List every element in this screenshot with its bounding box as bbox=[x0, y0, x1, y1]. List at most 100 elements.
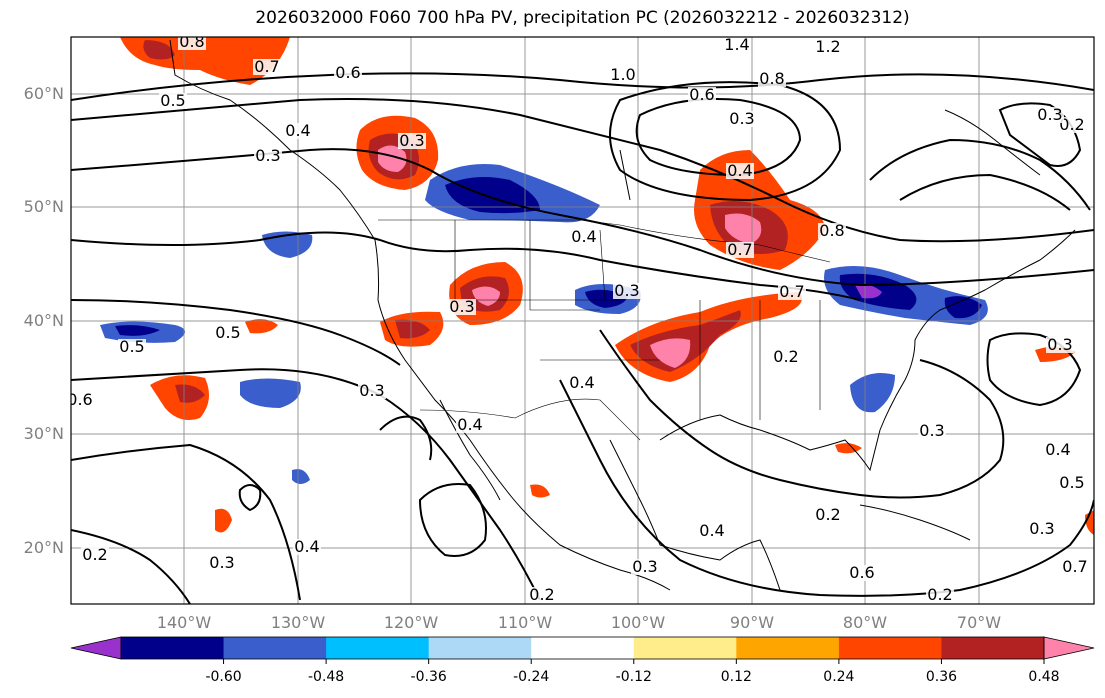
colorbar-extend-min bbox=[70, 636, 122, 660]
longitude-ticks: 140°W 130°W 120°W 110°W 100°W 90°W 80°W 70°W bbox=[157, 613, 1001, 632]
contour-label: 0.4 bbox=[285, 121, 310, 140]
lat-tick-label: 40°N bbox=[24, 311, 64, 330]
map-frame bbox=[70, 36, 1095, 605]
latitude-ticks: 60°N 50°N 40°N 30°N 20°N bbox=[24, 84, 64, 557]
contour-label: 0.6 bbox=[849, 563, 874, 582]
coastlines bbox=[169, 39, 1076, 591]
pos-anomaly-nevada-core bbox=[395, 319, 430, 339]
pos-anomaly-pacific1-core bbox=[175, 384, 205, 403]
contour-label: 0.2 bbox=[815, 505, 840, 524]
graticule bbox=[71, 37, 1094, 604]
colorbar-segment bbox=[941, 637, 1045, 659]
colorbar-tick-label: -0.36 bbox=[411, 669, 447, 685]
contour-label: 1.2 bbox=[815, 37, 840, 56]
contour-label: 0.7 bbox=[779, 282, 804, 301]
contour-label: 0.3 bbox=[449, 297, 474, 316]
contour-label: 0.5 bbox=[160, 91, 185, 110]
lon-tick-label: 120°W bbox=[384, 613, 439, 632]
contour-label: 0.3 bbox=[209, 553, 234, 572]
colorbar-segment bbox=[428, 637, 532, 659]
lon-tick-label: 90°W bbox=[730, 613, 774, 632]
lat-tick-label: 50°N bbox=[24, 197, 64, 216]
colorbar-tick-label: -0.12 bbox=[616, 669, 652, 685]
contour-labels: 0.80.7 0.61.4 1.21.0 0.80.60.30.50.40.30.30… bbox=[71, 32, 1089, 604]
colorbar-segment bbox=[121, 637, 225, 659]
neg-anomaly-small bbox=[292, 469, 310, 484]
contour-label: 0.3 bbox=[919, 421, 944, 440]
contour-label: 0.7 bbox=[254, 57, 279, 76]
colorbar-segment bbox=[633, 637, 737, 659]
neg-anomaly-east-peak bbox=[855, 284, 882, 299]
contour-label: 0.3 bbox=[1047, 335, 1072, 354]
lon-tick-label: 100°W bbox=[611, 613, 666, 632]
contour-label: 0.4 bbox=[457, 415, 482, 434]
neg-anomaly-pacific2 bbox=[240, 378, 301, 408]
colorbar-tick-label: 0.48 bbox=[1028, 669, 1059, 685]
colorbar-segment bbox=[736, 637, 840, 659]
colorbar-tick-label: 0.12 bbox=[721, 669, 752, 685]
contour-label: 0.2 bbox=[927, 585, 952, 604]
colorbar-tick-label: -0.60 bbox=[205, 669, 241, 685]
neg-anomaly-florida bbox=[850, 372, 895, 413]
contour-label: 0.2 bbox=[773, 347, 798, 366]
contour-label: 0.5 bbox=[1059, 473, 1084, 492]
lon-tick-label: 70°W bbox=[957, 613, 1001, 632]
contour-label: 0.3 bbox=[399, 131, 424, 150]
contour-label: 0.3 bbox=[1029, 519, 1054, 538]
lat-tick-label: 30°N bbox=[24, 424, 64, 443]
pos-anomaly-pacific2 bbox=[245, 319, 278, 334]
pv-contours bbox=[71, 72, 1094, 604]
contour-label: 0.8 bbox=[759, 69, 784, 88]
contour-label: 0.4 bbox=[571, 227, 596, 246]
contour-label: 0.4 bbox=[294, 537, 319, 556]
contour-label: 0.6 bbox=[689, 85, 714, 104]
pos-anomaly-small4 bbox=[530, 484, 550, 498]
lon-tick-label: 130°W bbox=[271, 613, 326, 632]
colorbar-tick-label: 0.36 bbox=[926, 669, 957, 685]
colorbar-segment bbox=[223, 637, 327, 659]
map-title: 2026032000 F060 700 hPa PV, precipitatio… bbox=[255, 8, 910, 28]
pos-anomaly-rockies-peak bbox=[472, 286, 500, 306]
colorbar-tick-label: -0.24 bbox=[513, 669, 549, 685]
contour-label: 0.8 bbox=[819, 221, 844, 240]
contour-label: 0.4 bbox=[699, 521, 724, 540]
contour-label: 0.5 bbox=[119, 337, 144, 356]
contour-label: 0.2 bbox=[529, 585, 554, 604]
colorbar-tick-label: -0.48 bbox=[308, 669, 344, 685]
contour-label: 0.3 bbox=[632, 557, 657, 576]
contour-label: 1.0 bbox=[610, 65, 635, 84]
contour-label: 0.6 bbox=[335, 63, 360, 82]
colorbar: -0.60 -0.48 -0.36 -0.24 -0.12 0.12 0.24 0.36 0.4… bbox=[70, 636, 1095, 685]
colorbar-extend-max bbox=[1043, 636, 1095, 660]
colorbar-segment bbox=[838, 637, 942, 659]
contour-label: 0.3 bbox=[729, 109, 754, 128]
colorbar-segment bbox=[531, 637, 635, 659]
lat-tick-label: 20°N bbox=[24, 538, 64, 557]
contour-label: 0.7 bbox=[1062, 557, 1087, 576]
contour-label: 0.4 bbox=[727, 161, 752, 180]
contour-label: 0.4 bbox=[1045, 440, 1070, 459]
pos-anomaly-small5 bbox=[1085, 510, 1094, 535]
pos-anomaly-plains-peak bbox=[650, 338, 691, 368]
contour-label: 1.4 bbox=[724, 35, 749, 54]
contour-label: 0.3 bbox=[614, 281, 639, 300]
contour-label: 0.4 bbox=[569, 373, 594, 392]
contour-label: 0.2 bbox=[82, 545, 107, 564]
contour-label: 0.3 bbox=[359, 381, 384, 400]
lon-tick-label: 110°W bbox=[498, 613, 553, 632]
pos-anomaly-small1 bbox=[215, 508, 232, 533]
contour-label: 0.7 bbox=[727, 240, 752, 259]
contour-label: 0.8 bbox=[179, 32, 204, 51]
contour-label: 0.3 bbox=[1037, 105, 1062, 124]
colorbar-tick-label: 0.24 bbox=[823, 669, 854, 685]
contour-label: 0.5 bbox=[215, 323, 240, 342]
contour-label: 0.2 bbox=[1059, 115, 1084, 134]
lon-tick-label: 140°W bbox=[157, 613, 212, 632]
pos-anomaly-bc-peak bbox=[378, 145, 407, 172]
neg-anomaly-pacific1-core bbox=[115, 325, 160, 336]
contour-label: 0.3 bbox=[255, 146, 280, 165]
lon-tick-label: 80°W bbox=[843, 613, 887, 632]
colorbar-segment bbox=[326, 637, 430, 659]
lat-tick-label: 60°N bbox=[24, 84, 64, 103]
